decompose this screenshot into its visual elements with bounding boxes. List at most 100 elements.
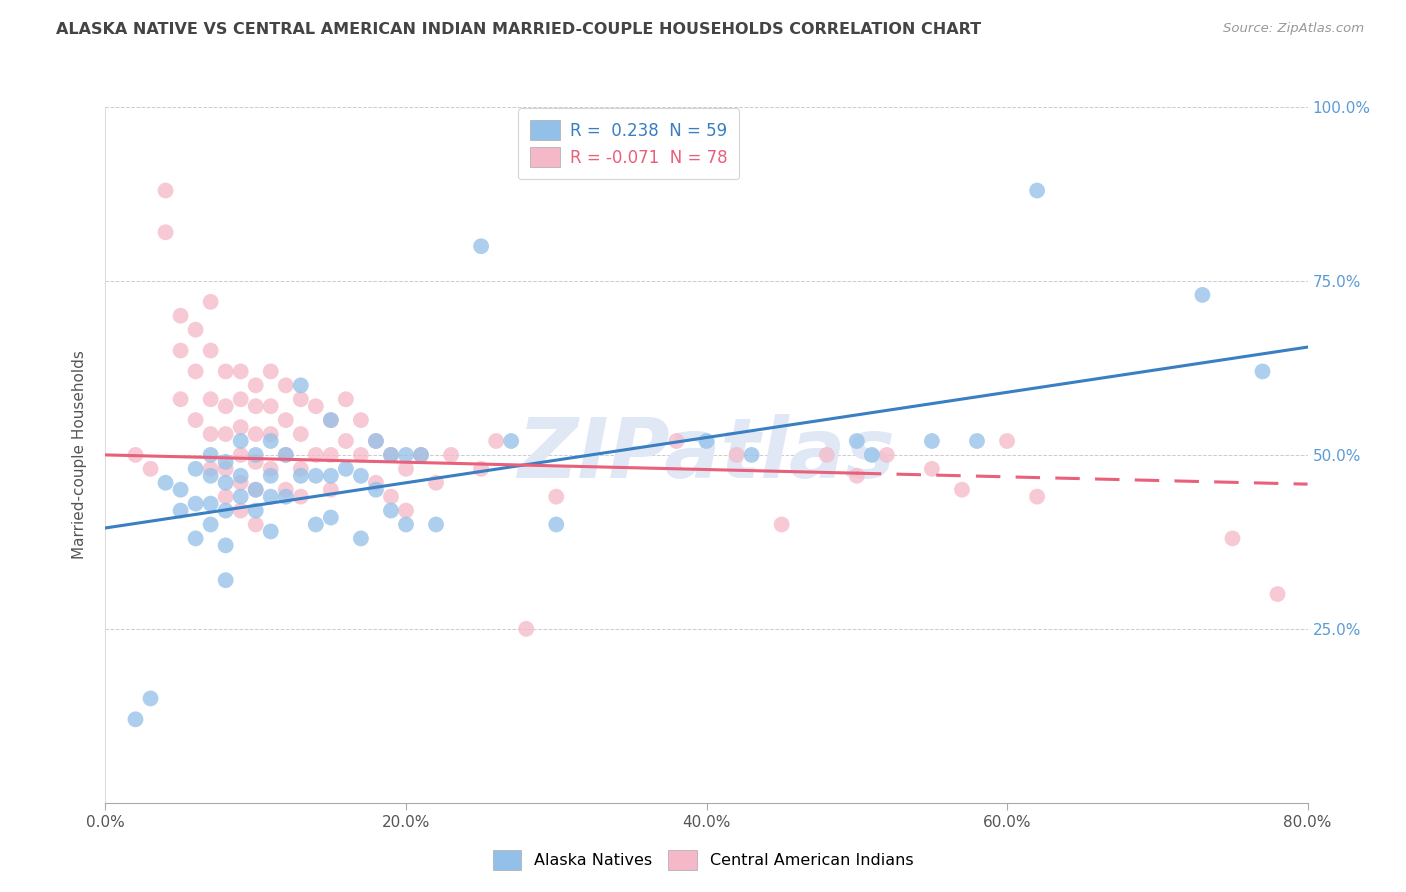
Point xyxy=(245,517,267,532)
Point xyxy=(290,468,312,483)
Point xyxy=(815,448,838,462)
Point xyxy=(409,448,432,462)
Point xyxy=(966,434,988,448)
Point xyxy=(364,434,387,448)
Point xyxy=(229,392,252,407)
Point xyxy=(214,475,236,490)
Point xyxy=(200,294,222,309)
Point xyxy=(290,392,312,407)
Point xyxy=(260,434,283,448)
Point xyxy=(245,483,267,497)
Point xyxy=(305,448,328,462)
Point xyxy=(290,427,312,442)
Point xyxy=(229,503,252,517)
Point xyxy=(260,462,283,476)
Point xyxy=(245,503,267,517)
Point xyxy=(229,434,252,448)
Point xyxy=(229,364,252,378)
Point xyxy=(876,448,898,462)
Point xyxy=(995,434,1018,448)
Point xyxy=(290,490,312,504)
Point xyxy=(214,427,236,442)
Point xyxy=(725,448,748,462)
Point xyxy=(214,364,236,378)
Point xyxy=(501,434,523,448)
Point xyxy=(1191,288,1213,302)
Point xyxy=(319,483,342,497)
Point xyxy=(350,448,373,462)
Point xyxy=(200,497,222,511)
Point xyxy=(845,434,868,448)
Point xyxy=(425,517,447,532)
Point xyxy=(696,434,718,448)
Point xyxy=(274,378,297,392)
Point xyxy=(229,475,252,490)
Point xyxy=(200,468,222,483)
Point xyxy=(1251,364,1274,378)
Point xyxy=(260,468,283,483)
Text: ZIPatlas: ZIPatlas xyxy=(517,415,896,495)
Point xyxy=(200,517,222,532)
Point xyxy=(274,483,297,497)
Point xyxy=(229,448,252,462)
Point xyxy=(665,434,688,448)
Point xyxy=(1267,587,1289,601)
Point xyxy=(921,434,943,448)
Point xyxy=(184,532,207,546)
Point xyxy=(364,434,387,448)
Point xyxy=(395,503,418,517)
Point xyxy=(229,490,252,504)
Point xyxy=(124,448,146,462)
Point xyxy=(245,378,267,392)
Point xyxy=(184,323,207,337)
Point xyxy=(845,468,868,483)
Point xyxy=(305,517,328,532)
Point xyxy=(169,309,191,323)
Point xyxy=(485,434,508,448)
Point xyxy=(169,483,191,497)
Point xyxy=(395,462,418,476)
Point xyxy=(214,490,236,504)
Point xyxy=(245,448,267,462)
Point xyxy=(184,462,207,476)
Point xyxy=(409,448,432,462)
Point xyxy=(425,475,447,490)
Point xyxy=(214,455,236,469)
Point xyxy=(395,517,418,532)
Point xyxy=(139,691,162,706)
Point xyxy=(319,510,342,524)
Point xyxy=(274,448,297,462)
Y-axis label: Married-couple Households: Married-couple Households xyxy=(72,351,87,559)
Point xyxy=(229,468,252,483)
Point xyxy=(200,427,222,442)
Point xyxy=(1222,532,1244,546)
Point xyxy=(470,239,492,253)
Point xyxy=(470,462,492,476)
Point xyxy=(245,483,267,497)
Point xyxy=(1026,490,1049,504)
Point xyxy=(350,532,373,546)
Point xyxy=(184,364,207,378)
Point xyxy=(200,343,222,358)
Point xyxy=(319,413,342,427)
Point xyxy=(214,573,236,587)
Point xyxy=(214,503,236,517)
Point xyxy=(245,427,267,442)
Point xyxy=(921,462,943,476)
Point xyxy=(305,468,328,483)
Point xyxy=(335,462,357,476)
Point xyxy=(155,475,177,490)
Point xyxy=(741,448,763,462)
Point xyxy=(200,462,222,476)
Point xyxy=(335,392,357,407)
Point xyxy=(260,399,283,413)
Point xyxy=(200,392,222,407)
Legend: R =  0.238  N = 59, R = -0.071  N = 78: R = 0.238 N = 59, R = -0.071 N = 78 xyxy=(517,109,740,179)
Point xyxy=(260,427,283,442)
Point xyxy=(184,413,207,427)
Point xyxy=(155,225,177,239)
Point xyxy=(364,475,387,490)
Point xyxy=(245,455,267,469)
Point xyxy=(319,448,342,462)
Point xyxy=(214,538,236,552)
